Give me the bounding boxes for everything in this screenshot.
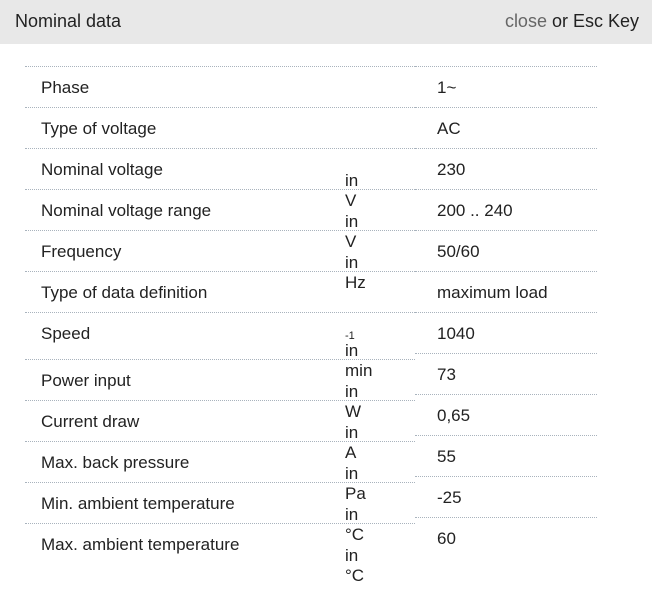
table-row-label: Phase xyxy=(25,67,415,108)
table-row-label: Max. back pressure in Pa xyxy=(25,442,415,503)
row-label: Type of data definition xyxy=(41,283,208,302)
row-label: Min. ambient temperature xyxy=(41,494,235,513)
row-value: 200 .. 240 xyxy=(437,201,513,220)
table-row-label: Nominal voltage in V xyxy=(25,149,415,210)
table-row-value: AC xyxy=(415,108,597,149)
table-row-value: -25 xyxy=(415,477,597,518)
table-row-label: Nominal voltage range in V xyxy=(25,190,415,251)
table-row-label: Speed in min -1 xyxy=(25,313,415,380)
row-value: 60 xyxy=(437,529,456,548)
close-link[interactable]: close xyxy=(504,11,547,31)
row-value: 50/60 xyxy=(437,242,480,261)
row-value: -25 xyxy=(437,488,462,507)
row-value: maximum load xyxy=(437,283,548,302)
row-label: Nominal voltage range xyxy=(41,201,212,220)
row-label: Nominal voltage xyxy=(41,160,163,179)
table-row-value: 230 xyxy=(415,149,597,190)
row-value: AC xyxy=(437,119,461,138)
table-row-value: 55 xyxy=(415,436,597,477)
table-row-value: 73 xyxy=(415,354,597,395)
table-row-value: 1040 xyxy=(415,313,597,354)
table-row-value: maximum load xyxy=(415,272,597,313)
row-value: 1~ xyxy=(437,78,457,97)
values-column: 1~ AC 230 200 .. 240 50/60 maximum load 1040 73… xyxy=(415,66,597,558)
table-row-value: 50/60 xyxy=(415,231,597,272)
row-label: Frequency xyxy=(41,242,122,261)
row-label: Max. ambient temperature xyxy=(41,535,240,554)
dialog-header: Nominal data close or Esc Key xyxy=(0,0,652,44)
table-row-label: Type of voltage xyxy=(25,108,415,149)
dialog-title: Nominal data xyxy=(15,11,122,31)
row-label: Speed xyxy=(41,324,91,343)
row-label: Max. back pressure xyxy=(41,453,190,472)
table-row-label: Max. ambient temperature in °C xyxy=(41,535,365,585)
table-row-label: Min. ambient temperature in °C xyxy=(25,483,415,544)
table-row-label: Current draw in A xyxy=(25,401,415,462)
row-value: 0,65 xyxy=(437,406,471,425)
table-row-value: 60 xyxy=(415,518,597,558)
unit-superscript: -1 xyxy=(345,330,355,342)
close-hint: close or Esc Key xyxy=(505,11,639,32)
row-value: 230 xyxy=(437,160,466,179)
row-value: 55 xyxy=(437,447,456,466)
row-unit: in min -1 xyxy=(345,330,373,380)
table-row-label: Power input in W xyxy=(25,360,415,421)
table-row-label: Type of data definition xyxy=(25,272,415,313)
table-row-value: 0,65 xyxy=(415,395,597,436)
row-label: Current draw xyxy=(41,412,140,431)
table-row-value: 200 .. 240 xyxy=(415,190,597,231)
esc-hint: or Esc Key xyxy=(546,11,639,31)
table-row-value: 1~ xyxy=(415,67,597,108)
row-label: Type of voltage xyxy=(41,119,157,138)
row-label: Phase xyxy=(41,78,90,97)
row-value: 1040 xyxy=(437,324,475,343)
table-row-label: Frequency in Hz xyxy=(25,231,415,292)
row-value: 73 xyxy=(437,365,456,384)
row-label: Power input xyxy=(41,371,131,390)
